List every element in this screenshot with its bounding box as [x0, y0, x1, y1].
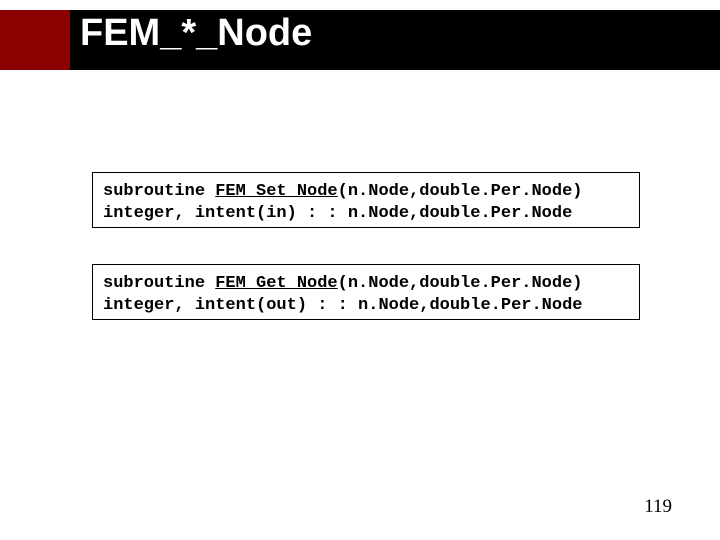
code-block-get-node: subroutine FEM_Get_Node(n.Node,double.Pe… [92, 264, 640, 320]
code-block-set-node: subroutine FEM_Set_Node(n.Node,double.Pe… [92, 172, 640, 228]
code-function-name: FEM_Get_Node [215, 274, 337, 293]
code-keyword: subroutine [103, 274, 215, 293]
page-number: 119 [644, 496, 672, 518]
code-keyword: subroutine [103, 182, 215, 201]
code-line: integer, intent(in) : : n.Node,double.Pe… [103, 203, 629, 225]
slide-title: FEM_*_Node [80, 12, 312, 55]
code-line: subroutine FEM_Set_Node(n.Node,double.Pe… [103, 181, 629, 203]
code-args: (n.Node,double.Per.Node) [338, 274, 583, 293]
code-line: subroutine FEM_Get_Node(n.Node,double.Pe… [103, 273, 629, 295]
code-args: (n.Node,double.Per.Node) [338, 182, 583, 201]
code-line: integer, intent(out) : : n.Node,double.P… [103, 295, 629, 317]
header-accent-block [0, 10, 70, 70]
code-function-name: FEM_Set_Node [215, 182, 337, 201]
